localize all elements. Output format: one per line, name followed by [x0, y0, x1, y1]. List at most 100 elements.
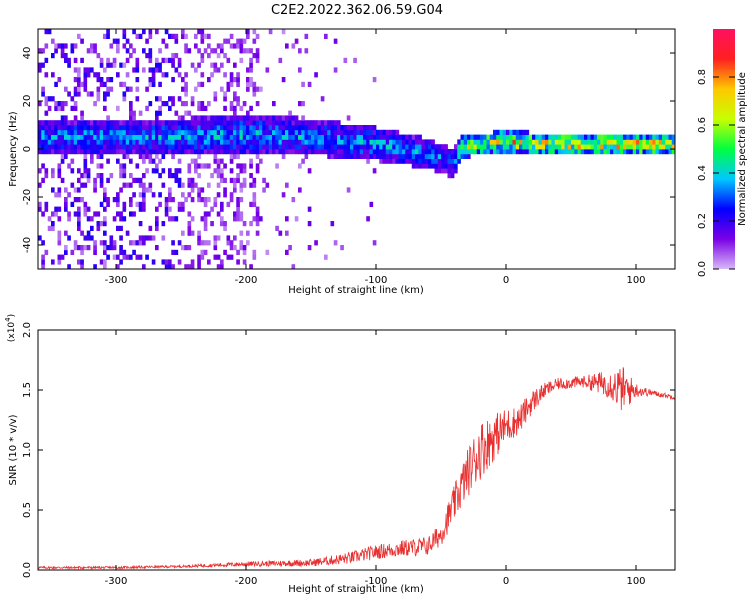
spectrogram-cell [197, 197, 201, 203]
spectrogram-cell [220, 149, 224, 155]
spectrogram-cell [652, 149, 656, 155]
spectrogram-cell [190, 62, 195, 68]
spectrogram-cell [255, 57, 260, 63]
spectrogram-cell [343, 144, 348, 150]
spectrogram-cell [242, 182, 247, 188]
spectrogram-cell [229, 168, 234, 174]
spectrogram-cell [38, 206, 42, 212]
spectrogram-cell [203, 139, 208, 145]
spectrogram-cell [324, 33, 328, 39]
spectrogram-cell [200, 197, 205, 203]
spectrogram-cell [99, 81, 104, 87]
spectrogram-cell [155, 67, 159, 73]
spectrogram-cell [220, 201, 224, 207]
spectrogram-cell [41, 163, 45, 169]
spectrogram-cell [138, 149, 143, 155]
spectrogram-cell [431, 139, 435, 145]
spectrogram-cell [184, 33, 188, 39]
spectrogram-cell [106, 197, 110, 203]
spectrogram-cell [168, 259, 172, 265]
spectrogram-cell [83, 201, 88, 207]
spectrogram-cell [577, 149, 582, 155]
spectrogram-cell [655, 144, 660, 150]
spectrogram-cell [158, 67, 162, 73]
spectrogram-cell [67, 216, 71, 222]
spectrogram-cell [112, 125, 117, 131]
spectrogram-cell [262, 129, 266, 135]
spectrogram-cell [376, 153, 380, 159]
colorbar-label: Normalized spectral amplitude [737, 72, 748, 226]
spectrogram-cell [509, 149, 513, 155]
spectrogram-cell [47, 29, 52, 35]
spectrogram-cell [307, 144, 312, 150]
spectrogram-cell [197, 235, 201, 241]
spectrogram-cell [636, 139, 640, 145]
spectrogram-cell [353, 134, 357, 140]
spectrogram-cell [103, 240, 107, 246]
spectrogram-cell [324, 129, 328, 135]
spectrogram-cell [181, 192, 185, 198]
spectrogram-cell [138, 235, 143, 241]
spectrogram-cell [129, 129, 133, 135]
spectrogram-cell [187, 139, 192, 145]
spectrogram-cell [603, 144, 608, 150]
spectrogram-cell [242, 48, 247, 54]
spectrogram-cell [496, 129, 500, 135]
spectrogram-cell [216, 264, 221, 270]
spectrogram-cell [119, 235, 123, 241]
spectrogram-cell [190, 96, 195, 102]
spectrogram-cell [216, 235, 221, 241]
spectrogram-cell [184, 144, 188, 150]
spectrogram-cell [83, 158, 88, 164]
spectrogram-cell [255, 120, 260, 126]
spectrogram-cell [151, 192, 156, 198]
spectrogram-cell [346, 115, 351, 121]
spectrogram-cell [57, 105, 62, 111]
spectrogram-cell [106, 120, 110, 126]
spectrogram-cell [151, 235, 156, 241]
spectrogram-cell [80, 245, 84, 251]
spectrogram-cell [340, 149, 344, 155]
x-tick-label: 100 [626, 576, 645, 587]
spectrogram-cell [278, 139, 283, 145]
spectrogram-cell [190, 120, 195, 126]
spectrogram-cell [103, 129, 107, 135]
spectrogram-cell [223, 163, 227, 169]
spectrogram-cell [161, 120, 166, 126]
spectrogram-cell [80, 197, 84, 203]
spectrogram-cell [320, 139, 325, 145]
spectrogram-cell [220, 134, 224, 140]
spectrogram-cell [109, 120, 114, 126]
spectrogram-cell [125, 254, 130, 260]
spectrogram-cell [83, 211, 88, 217]
spectrogram-cell [551, 149, 556, 155]
spectrogram-cell [285, 134, 289, 140]
spectrogram-cell [148, 134, 153, 140]
spectrogram-cell [54, 144, 58, 150]
spectrogram-cell [272, 139, 276, 145]
spectrogram-cell [119, 168, 123, 174]
spectrogram-cell [184, 125, 188, 131]
spectrogram-cell [236, 173, 240, 179]
spectrogram-cell [70, 48, 75, 54]
spectrogram-cell [528, 139, 533, 145]
spectrogram-cell [333, 38, 338, 44]
spectrogram-cell [265, 149, 270, 155]
spectrogram-cell [103, 221, 107, 227]
spectrogram-cell [116, 139, 120, 145]
spectrogram-cell [60, 177, 65, 183]
spectrogram-cell [77, 125, 81, 131]
spectrogram-cell [239, 115, 244, 121]
spectrogram-cell [376, 149, 380, 155]
spectrogram-cell [213, 197, 218, 203]
spectrogram-cell [96, 153, 101, 159]
spectrogram-cell [112, 197, 117, 203]
spectrogram-cell [67, 264, 71, 270]
spectrogram-cell [60, 129, 65, 135]
spectrogram-cell [194, 120, 198, 126]
spectrogram-cell [145, 187, 149, 193]
spectrogram-cell [571, 134, 575, 140]
snr-y-ticks: 0.00.51.01.52.0 [22, 322, 675, 578]
spectrogram-cell [106, 125, 110, 131]
spectrogram-cell [142, 158, 146, 164]
